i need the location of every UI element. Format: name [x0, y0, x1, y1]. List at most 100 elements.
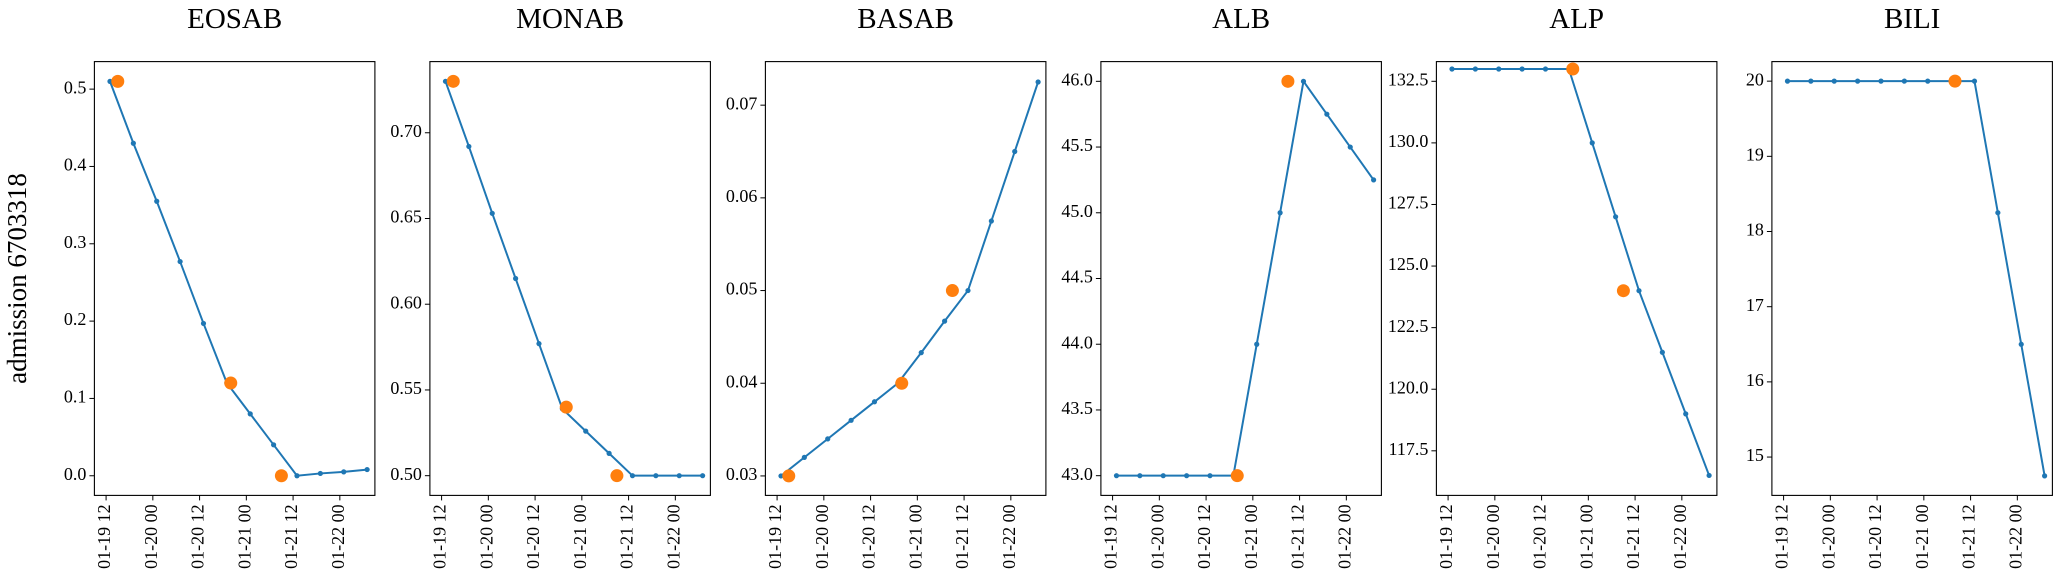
marker [1230, 469, 1244, 483]
y-tick-label: 45.0 [1061, 201, 1093, 221]
point [200, 320, 207, 327]
y-tick-label: 0.04 [726, 371, 758, 391]
point [489, 210, 495, 216]
y-tick-label: 122.5 [1388, 316, 1429, 336]
x-tick-label: 01-21 00 [1241, 504, 1261, 569]
y-tick-label: 0.03 [726, 464, 758, 484]
x-tick-label: 01-20 12 [1194, 504, 1214, 569]
point [965, 287, 971, 294]
point [2018, 341, 2024, 347]
x-tick-label: 01-21 00 [570, 504, 590, 569]
y-tick-label: 44.0 [1061, 332, 1093, 352]
panel-title: ALP [1549, 3, 1604, 35]
point [606, 450, 612, 456]
point [1184, 473, 1190, 479]
point [294, 473, 300, 479]
point [1683, 411, 1689, 417]
point [676, 473, 682, 479]
point [341, 469, 347, 475]
y-tick-label: 125.0 [1388, 254, 1429, 274]
point [1035, 79, 1041, 85]
y-tick-label: 127.5 [1388, 193, 1429, 213]
point [1542, 66, 1549, 72]
series-line [1116, 78, 1375, 477]
marker [274, 469, 288, 483]
y-tick-label: 0.5 [64, 77, 87, 97]
point [1808, 78, 1814, 84]
marker [610, 469, 624, 483]
x-tick-label: 01-19 12 [765, 504, 785, 569]
x-tick-label: 01-19 12 [1772, 504, 1792, 569]
point [1371, 177, 1377, 183]
x-tick-label: 01-21 12 [952, 504, 972, 569]
x-tick-label: 01-22 00 [999, 504, 1019, 569]
x-tick-label: 01-21 00 [234, 504, 254, 569]
point [247, 411, 253, 417]
x-tick-label: 01-20 12 [188, 504, 208, 569]
point [700, 473, 706, 479]
point [1347, 144, 1353, 150]
point [1300, 78, 1307, 84]
series-line [1451, 67, 1711, 476]
y-tick-label: 0.0 [64, 464, 87, 484]
point [466, 143, 472, 150]
marker [1948, 74, 1962, 88]
axes-frame [1435, 61, 1718, 496]
marker [1281, 74, 1295, 88]
point [130, 140, 136, 146]
x-tick-label: 01-20 00 [476, 504, 496, 569]
y-tick-label: 0.4 [64, 155, 87, 175]
point [1589, 140, 1595, 146]
marker [224, 376, 238, 390]
point [1636, 288, 1642, 294]
y-tick-label: 46.0 [1061, 69, 1093, 89]
y-tick-label: 17 [1746, 295, 1764, 315]
point [442, 78, 449, 84]
axes-frame [429, 61, 711, 496]
y-tick-label: 0.06 [726, 186, 758, 206]
point [1925, 78, 1931, 84]
series-line [780, 81, 1040, 477]
point [1971, 78, 1978, 84]
y-tick-label: 130.0 [1388, 131, 1429, 151]
point [583, 428, 589, 434]
x-tick-label: 01-20 12 [859, 504, 879, 569]
point [871, 399, 878, 405]
panel-title: ALB [1212, 3, 1270, 35]
panel-title: BILI [1884, 3, 1940, 35]
y-tick-label: 0.50 [390, 464, 422, 484]
axes-frame [93, 61, 376, 496]
x-tick-label: 01-20 12 [1865, 504, 1885, 569]
marker [782, 469, 796, 483]
x-tick-label: 01-20 00 [1483, 504, 1503, 569]
y-tick-label: 44.5 [1061, 267, 1093, 287]
y-axis-label: admission 6703318 [2, 173, 32, 384]
y-tick-label: 16 [1746, 370, 1764, 390]
x-tick-label: 01-22 00 [1670, 504, 1690, 569]
point [177, 258, 183, 265]
x-tick-label: 01-20 12 [523, 504, 543, 569]
point [1784, 78, 1791, 84]
marker [559, 400, 573, 414]
point [513, 275, 519, 282]
x-tick-label: 01-22 00 [663, 504, 683, 569]
x-tick-label: 01-19 12 [430, 504, 450, 569]
axes-frame [764, 61, 1047, 496]
panel-title: EOSAB [187, 3, 282, 35]
y-tick-label: 0.60 [390, 292, 422, 312]
point [942, 318, 948, 324]
point [1324, 111, 1330, 117]
x-tick-label: 01-20 00 [1147, 504, 1167, 569]
axes-frame [1771, 61, 2053, 496]
y-tick-label: 20 [1746, 69, 1764, 89]
point [1901, 78, 1907, 84]
point [1496, 66, 1502, 72]
y-tick-label: 0.1 [64, 387, 87, 407]
y-tick-label: 0.2 [64, 309, 87, 329]
point [1659, 349, 1665, 355]
y-tick-label: 0.05 [726, 279, 758, 299]
point [1137, 473, 1143, 479]
point [1831, 78, 1837, 84]
point [1254, 341, 1260, 347]
